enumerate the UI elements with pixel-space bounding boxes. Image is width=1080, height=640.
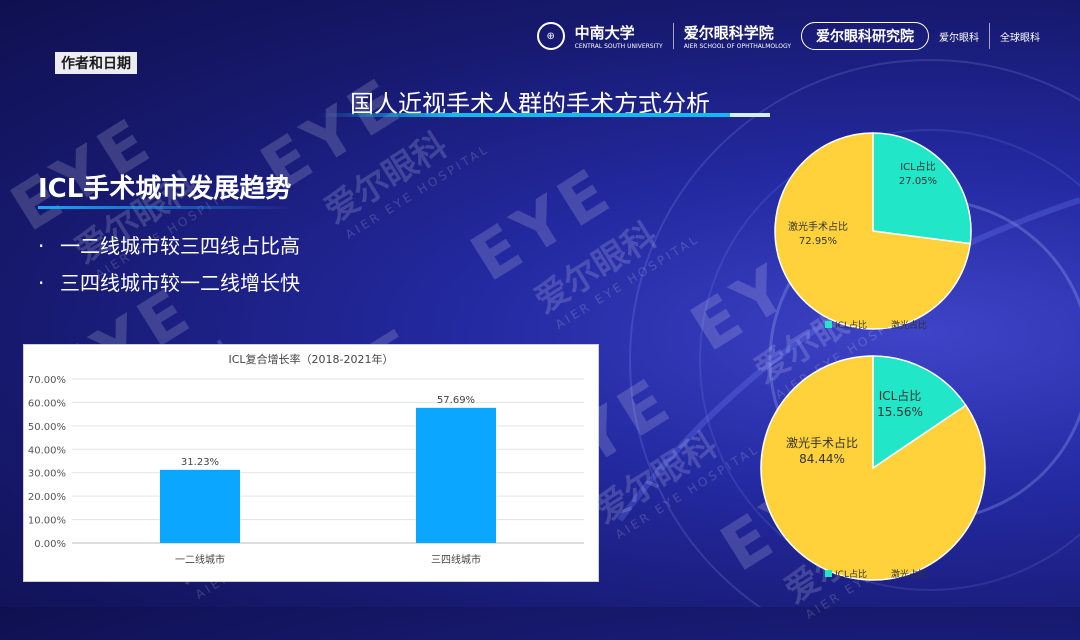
legend-swatch bbox=[825, 570, 832, 577]
legend-label: 激光占比 bbox=[891, 319, 927, 331]
pie-slice bbox=[872, 355, 967, 470]
y-tick-label: 20.00% bbox=[28, 492, 66, 503]
bar-grid bbox=[72, 378, 584, 544]
pie-slice bbox=[774, 132, 972, 330]
slice-value-label: 84.44% bbox=[799, 452, 845, 466]
x-tick-label: 三四线城市 bbox=[431, 553, 481, 566]
csu-emblem-icon: ⊕ bbox=[536, 22, 565, 50]
institute-logo: 爱尔眼科研究院 bbox=[801, 22, 929, 50]
y-tick-label: 50.00% bbox=[28, 422, 66, 433]
y-tick-label: 10.00% bbox=[28, 516, 66, 527]
global-eye-logo: 全球眼科 bbox=[1000, 32, 1040, 44]
legend-label: ICL占比 bbox=[835, 568, 867, 580]
logo-divider bbox=[989, 23, 990, 49]
bullet-item: · 一二线城市较三四线占比高 bbox=[38, 234, 300, 258]
csu-logo: 中南大学 CENTRAL SOUTH UNIVERSITY bbox=[574, 24, 663, 50]
y-tick-label: 70.00% bbox=[28, 375, 66, 386]
legend-label: 激光占比 bbox=[891, 568, 927, 580]
data-label: 57.69% bbox=[437, 395, 475, 406]
section-title: ICL手术城市发展趋势 bbox=[38, 174, 292, 204]
slice-value-label: 27.05% bbox=[899, 176, 937, 187]
header-logos: ⊕ 中南大学 CENTRAL SOUTH UNIVERSITY 爱尔眼科学院 A… bbox=[536, 22, 1040, 50]
school-logo: 爱尔眼科学院 AIER SCHOOL OF OPHTHALMOLOGY bbox=[683, 24, 791, 50]
aier-small-logo: 爱尔眼科 bbox=[939, 32, 979, 44]
x-axis: 一二线城市 三四线城市 bbox=[175, 553, 481, 566]
section-underline bbox=[38, 206, 293, 209]
data-labels: 31.23% 57.69% bbox=[181, 395, 475, 468]
chart-title: ICL复合增长率（2018-2021年） bbox=[228, 352, 393, 366]
data-label: 31.23% bbox=[181, 457, 219, 468]
legend-swatch bbox=[825, 321, 832, 328]
slice-label: 激光手术占比 bbox=[786, 435, 858, 450]
y-tick-label: 40.00% bbox=[28, 445, 66, 456]
legend-swatch bbox=[881, 321, 888, 328]
title-underline-accent bbox=[730, 113, 770, 117]
y-tick-label: 0.00% bbox=[34, 539, 66, 550]
slice-label: ICL占比 bbox=[900, 160, 936, 173]
legend-swatch bbox=[881, 570, 888, 577]
logo-divider bbox=[672, 23, 674, 49]
bar-chart: ICL复合增长率（2018-2021年） 0.00% 10.00% 20.00% 30… bbox=[28, 352, 584, 566]
y-axis: 0.00% 10.00% 20.00% 30.00% 40.00% 50.00% 60.00… bbox=[28, 375, 66, 550]
pie-slice bbox=[872, 132, 972, 245]
bar bbox=[160, 469, 240, 543]
y-tick-label: 30.00% bbox=[28, 469, 66, 480]
y-tick-label: 60.00% bbox=[28, 398, 66, 409]
x-tick-label: 一二线城市 bbox=[175, 553, 225, 566]
title-underline bbox=[318, 113, 770, 117]
slide: EYE 爱尔眼科 AIER EYE HOSPITAL EYE 爱尔眼科 AIER EYE… bbox=[23, 22, 1080, 607]
bullet-item: · 三四线城市较一二线增长快 bbox=[38, 271, 300, 295]
bar-chart-panel: ICL复合增长率（2018-2021年） 0.00% 10.00% 20.00% 30… bbox=[23, 344, 599, 582]
legend-label: ICL占比 bbox=[835, 319, 867, 331]
slice-label: 激光手术占比 bbox=[788, 220, 848, 233]
bar bbox=[416, 407, 496, 543]
bullet-list: · 一二线城市较三四线占比高 · 三四线城市较一二线增长快 bbox=[38, 228, 300, 302]
slice-value-label: 72.95% bbox=[799, 236, 837, 247]
slice-value-label: 15.56% bbox=[877, 405, 923, 419]
pie-slice bbox=[760, 355, 986, 581]
author-label: 作者和日期 bbox=[55, 52, 137, 74]
bars bbox=[160, 407, 496, 543]
slice-label: ICL占比 bbox=[879, 388, 922, 403]
